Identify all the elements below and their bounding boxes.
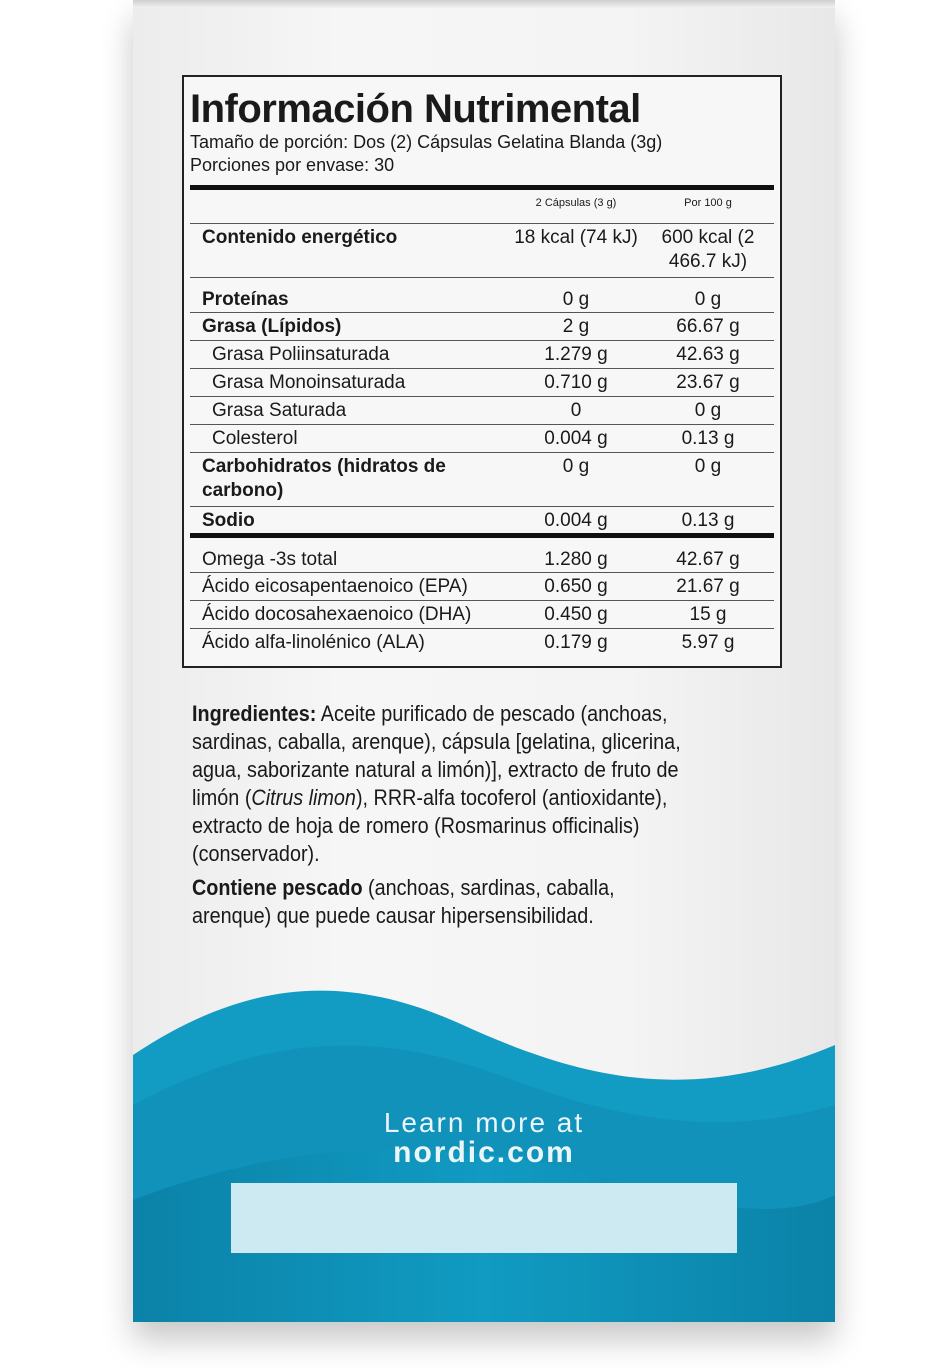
nutrient-name: Ácido alfa-linolénico (ALA) bbox=[202, 631, 425, 653]
nutrient-name: Carbohidratos (hidratos de carbono) bbox=[190, 452, 510, 507]
value-per-serving: 0.450 g bbox=[510, 600, 642, 629]
col-header-100g: Por 100 g bbox=[642, 190, 774, 224]
value-per-serving: 0.710 g bbox=[510, 368, 642, 397]
nutrient-row: Sodio 0.004 g 0.13 g bbox=[190, 506, 774, 538]
nutrient-name: Contenido energético bbox=[190, 223, 510, 278]
value-per-100g: 23.67 g bbox=[642, 368, 774, 397]
value-per-100g: 0 g bbox=[642, 396, 774, 425]
value-per-100g: 0.13 g bbox=[642, 424, 774, 453]
value-per-serving: 0.004 g bbox=[510, 424, 642, 453]
value-per-serving: 18 kcal (74 kJ) bbox=[510, 223, 642, 278]
ingredients-italic: Citrus limon bbox=[251, 785, 356, 810]
nutrient-row: Contenido energético 18 kcal (74 kJ) 600 k… bbox=[190, 223, 774, 278]
nutrients-table: 2 Cápsulas (3 g) Por 100 g Contenido ener… bbox=[190, 190, 774, 656]
nutrient-name: Grasa (Lípidos) bbox=[190, 312, 510, 341]
value-per-100g: 15 g bbox=[642, 600, 774, 629]
nutrient-row: Ácido eicosapentaenoico (EPA) 0.650 g 21.6… bbox=[190, 572, 774, 601]
nutrient-row: Omega -3s total 1.280 g 42.67 g bbox=[190, 535, 774, 573]
blank-label-area bbox=[231, 1183, 737, 1253]
nutrient-name: Ácido docosahexaenoico (DHA) bbox=[190, 600, 510, 629]
nutrient-name: Omega -3s total bbox=[190, 535, 510, 573]
value-per-100g: 0 g bbox=[642, 277, 774, 313]
value-per-100g: 42.63 g bbox=[642, 340, 774, 369]
value-per-serving: 0.004 g bbox=[510, 506, 642, 538]
nutrient-name: Proteínas bbox=[190, 277, 510, 313]
allergen-text: (anchoas, sardinas, caballa, arenque) qu… bbox=[192, 875, 615, 928]
nutrition-table: Información Nutrimental Tamaño de porció… bbox=[182, 75, 782, 668]
value-per-serving: 1.280 g bbox=[510, 535, 642, 573]
package-back: Información Nutrimental Tamaño de porció… bbox=[133, 0, 835, 1322]
nutrient-row: Grasa Monoinsaturada 0.710 g 23.67 g bbox=[190, 368, 774, 397]
nutrient-row: Colesterol 0.004 g 0.13 g bbox=[190, 424, 774, 453]
nutrient-row: Ácido docosahexaenoico (DHA) 0.450 g 15 g bbox=[190, 600, 774, 629]
value-per-100g: 0.13 g bbox=[642, 506, 774, 538]
portions: Porciones por envase: 30 bbox=[190, 155, 395, 175]
serving-size: Tamaño de porción: Dos (2) Cápsulas Gela… bbox=[190, 132, 663, 152]
ingredients-text: Aceite purificado de pescado (anchoas, s… bbox=[192, 701, 681, 810]
website-link[interactable]: nordic.com bbox=[393, 1136, 575, 1169]
nutrient-name: Grasa Saturada bbox=[190, 396, 510, 425]
nutrient-name: Grasa Monoinsaturada bbox=[190, 368, 510, 397]
nutrient-name: Grasa Poliinsaturada bbox=[190, 340, 510, 369]
nutrient-row: Ácido alfa-linolénico (ALA) 0.179 g 5.97 g bbox=[190, 628, 774, 656]
value-per-100g: 5.97 g bbox=[681, 631, 735, 653]
allergen-label: Contiene pescado bbox=[192, 875, 363, 900]
value-per-serving: 0 bbox=[510, 396, 642, 425]
value-per-serving: 1.279 g bbox=[510, 340, 642, 369]
value-per-serving: 0 g bbox=[510, 452, 642, 507]
learn-more-text: Learn more at bbox=[383, 1107, 585, 1138]
nutrient-row: Grasa (Lípidos) 2 g 66.67 g bbox=[190, 312, 774, 341]
col-header-serving: 2 Cápsulas (3 g) bbox=[510, 190, 642, 224]
nutrient-name: Colesterol bbox=[190, 424, 510, 453]
ingredients-label: Ingredientes: bbox=[192, 701, 317, 726]
value-per-100g: 21.67 g bbox=[642, 572, 774, 601]
value-per-serving: 0.650 g bbox=[510, 572, 642, 601]
value-per-serving: 0.179 g bbox=[544, 631, 608, 653]
value-per-serving: 0 g bbox=[510, 277, 642, 313]
value-per-100g: 66.67 g bbox=[642, 312, 774, 341]
value-per-100g: 600 kcal (2 466.7 kJ) bbox=[642, 223, 774, 278]
value-per-100g: 0 g bbox=[642, 452, 774, 507]
nutrient-name: Ácido eicosapentaenoico (EPA) bbox=[190, 572, 510, 601]
value-per-serving: 2 g bbox=[510, 312, 642, 341]
box-top-edge bbox=[133, 0, 835, 8]
ingredients-text-2: ), RRR-alfa tocoferol (antioxidante), ex… bbox=[192, 785, 668, 866]
nutrient-name: Sodio bbox=[190, 506, 510, 538]
nutrition-title: Información Nutrimental bbox=[190, 87, 641, 131]
divider bbox=[190, 185, 774, 190]
ingredients: Ingredientes: Aceite purificado de pesca… bbox=[192, 700, 696, 930]
value-per-100g: 42.67 g bbox=[642, 535, 774, 573]
nutrient-row: Grasa Poliinsaturada 1.279 g 42.63 g bbox=[190, 340, 774, 369]
nutrient-row: Grasa Saturada 0 0 g bbox=[190, 396, 774, 425]
